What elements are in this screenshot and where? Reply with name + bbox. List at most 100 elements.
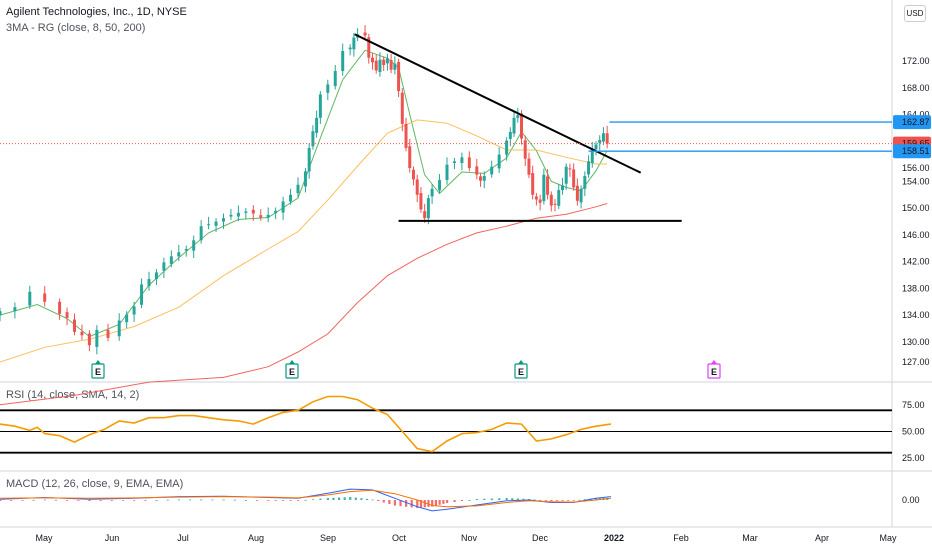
rsi-tick-label: 25.00: [902, 453, 925, 463]
x-tick-label: Jul: [177, 533, 189, 543]
price-tag-resistance-level: [893, 115, 931, 130]
macd-histogram-bar: [144, 500, 147, 501]
candle-body: [28, 291, 32, 306]
candle-body: [132, 306, 136, 315]
macd-histogram-bar: [371, 499, 374, 501]
ma-line-slow: [0, 203, 608, 406]
macd-histogram-bar: [567, 500, 570, 501]
candle-body: [598, 139, 602, 143]
macd-histogram-bar: [399, 500, 402, 507]
earnings-marker[interactable]: E: [285, 360, 299, 379]
macd-histogram-bar: [0, 500, 2, 502]
candle-body: [154, 272, 158, 280]
x-tick-label: 2022: [604, 533, 624, 543]
macd-histogram-bar: [572, 500, 575, 501]
candle-body: [341, 50, 345, 72]
candle-body: [95, 329, 99, 347]
candle-body: [568, 168, 572, 170]
x-tick-label: Feb: [673, 533, 689, 543]
macd-histogram-bar: [360, 498, 363, 500]
earnings-marker[interactable]: E: [91, 360, 105, 379]
candle-body: [58, 301, 62, 314]
candle-body: [549, 194, 553, 206]
macd-histogram-bar: [289, 500, 292, 501]
ma-line-fast: [0, 49, 608, 338]
macd-histogram-bar: [410, 500, 413, 508]
candle-body: [117, 320, 121, 337]
candle-body: [382, 59, 386, 66]
candle-body: [207, 224, 211, 226]
macd-histogram-bar: [21, 500, 24, 501]
macd-histogram-bar: [155, 500, 158, 501]
macd-histogram-bar: [595, 497, 598, 500]
macd-histogram-bar: [416, 500, 419, 509]
price-tick-label: 172.00: [902, 56, 930, 66]
macd-histogram-bar: [110, 500, 113, 501]
candle-body: [0, 311, 2, 316]
candle-body: [147, 279, 151, 287]
macd-histogram-bar: [66, 500, 69, 501]
macd-histogram-bar: [578, 499, 581, 501]
earnings-marker[interactable]: E: [514, 360, 528, 379]
earnings-label: E: [518, 367, 524, 377]
macd-histogram-bar: [377, 500, 380, 502]
macd-histogram-bar: [539, 500, 542, 501]
candle-body: [184, 248, 188, 251]
macd-histogram-bar: [188, 499, 192, 501]
candle-body: [594, 144, 598, 150]
macd-histogram-bar: [166, 499, 169, 501]
candle-body: [296, 184, 300, 194]
candle-body: [333, 71, 337, 87]
earnings-label: E: [95, 367, 101, 377]
price-tick-label: 154.00: [902, 176, 930, 186]
candle-body: [311, 131, 315, 147]
candle-body: [411, 169, 415, 180]
candle-body: [583, 176, 587, 189]
candle-body: [587, 161, 591, 175]
candle-body: [177, 252, 181, 257]
candles-group: [0, 25, 609, 355]
earnings-label: E: [289, 367, 295, 377]
candle-body: [601, 133, 605, 142]
candle-body: [479, 176, 483, 181]
candle-body: [590, 149, 594, 164]
macd-histogram-bar: [311, 499, 315, 501]
rsi-line: [0, 395, 612, 453]
macd-histogram-bar: [475, 498, 478, 500]
macd-histogram-bar: [405, 500, 408, 507]
macd-histogram-bar: [460, 500, 464, 502]
candle-body: [419, 193, 423, 210]
earnings-marker[interactable]: E: [707, 360, 721, 379]
macd-histogram-bar: [561, 500, 564, 501]
macd-histogram-bar: [354, 497, 357, 500]
macd-histogram-bar: [304, 499, 307, 501]
macd-histogram-bar: [282, 500, 285, 501]
macd-histogram-bar: [332, 497, 335, 500]
price-tag-label: 159.65: [902, 139, 930, 149]
macd-histogram-bar: [133, 500, 136, 501]
macd-histogram-bar: [438, 500, 441, 505]
x-tick-label: Mar: [742, 533, 758, 543]
macd-histogram-bar: [88, 500, 91, 502]
candle-body: [289, 194, 293, 202]
rsi-tick-label: 75.00: [902, 400, 925, 410]
macd-histogram-bar: [297, 500, 300, 501]
candle-body: [162, 262, 166, 271]
candle-body: [512, 117, 516, 134]
candle-body: [557, 190, 561, 206]
macd-histogram-bar: [446, 500, 449, 504]
candle-body: [315, 117, 319, 133]
candle-body: [385, 58, 389, 64]
candle-body: [397, 62, 401, 92]
candle-body: [605, 133, 609, 144]
candle-body: [564, 166, 568, 184]
x-tick-label: Dec: [532, 533, 549, 543]
candle-body: [251, 209, 255, 214]
x-tick-label: May: [35, 533, 53, 543]
currency-badge[interactable]: USD: [904, 5, 926, 22]
x-tick-label: Jun: [105, 533, 120, 543]
candle-body: [520, 113, 523, 139]
price-tick-label: 164.00: [902, 110, 930, 120]
macd-histogram-bar: [274, 500, 277, 501]
